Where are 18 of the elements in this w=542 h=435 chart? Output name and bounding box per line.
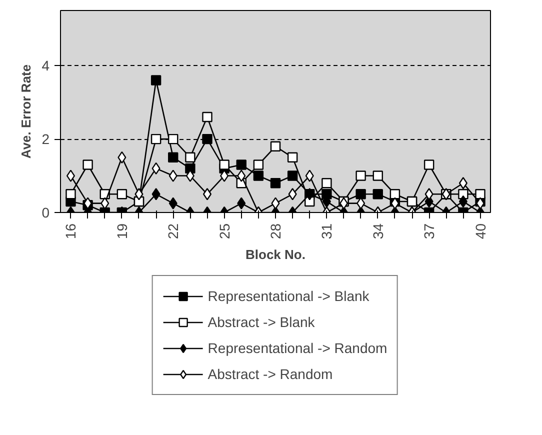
- legend-label: Representational -> Random: [208, 340, 388, 356]
- legend-label: Representational -> Blank: [208, 288, 370, 304]
- x-tick-label: 40: [472, 223, 488, 240]
- x-tick-label: 25: [216, 223, 232, 240]
- y-tick-label: 2: [42, 131, 50, 148]
- x-tick-label: 22: [165, 223, 182, 240]
- y-axis-title: Ave. Error Rate: [18, 64, 34, 159]
- legend-label: Abstract -> Random: [208, 366, 333, 382]
- x-tick-label: 34: [370, 223, 386, 240]
- legend-label: Abstract -> Blank: [208, 314, 315, 330]
- x-tick-label: 16: [62, 223, 79, 240]
- x-tick-label: 31: [318, 223, 335, 240]
- x-tick-label: 19: [114, 223, 130, 240]
- x-tick-label: 37: [421, 223, 438, 240]
- x-axis-title: Block No.: [246, 247, 306, 262]
- x-tick-label: 28: [268, 223, 284, 240]
- y-tick-label: 0: [42, 204, 50, 220]
- y-tick-label: 4: [42, 58, 50, 74]
